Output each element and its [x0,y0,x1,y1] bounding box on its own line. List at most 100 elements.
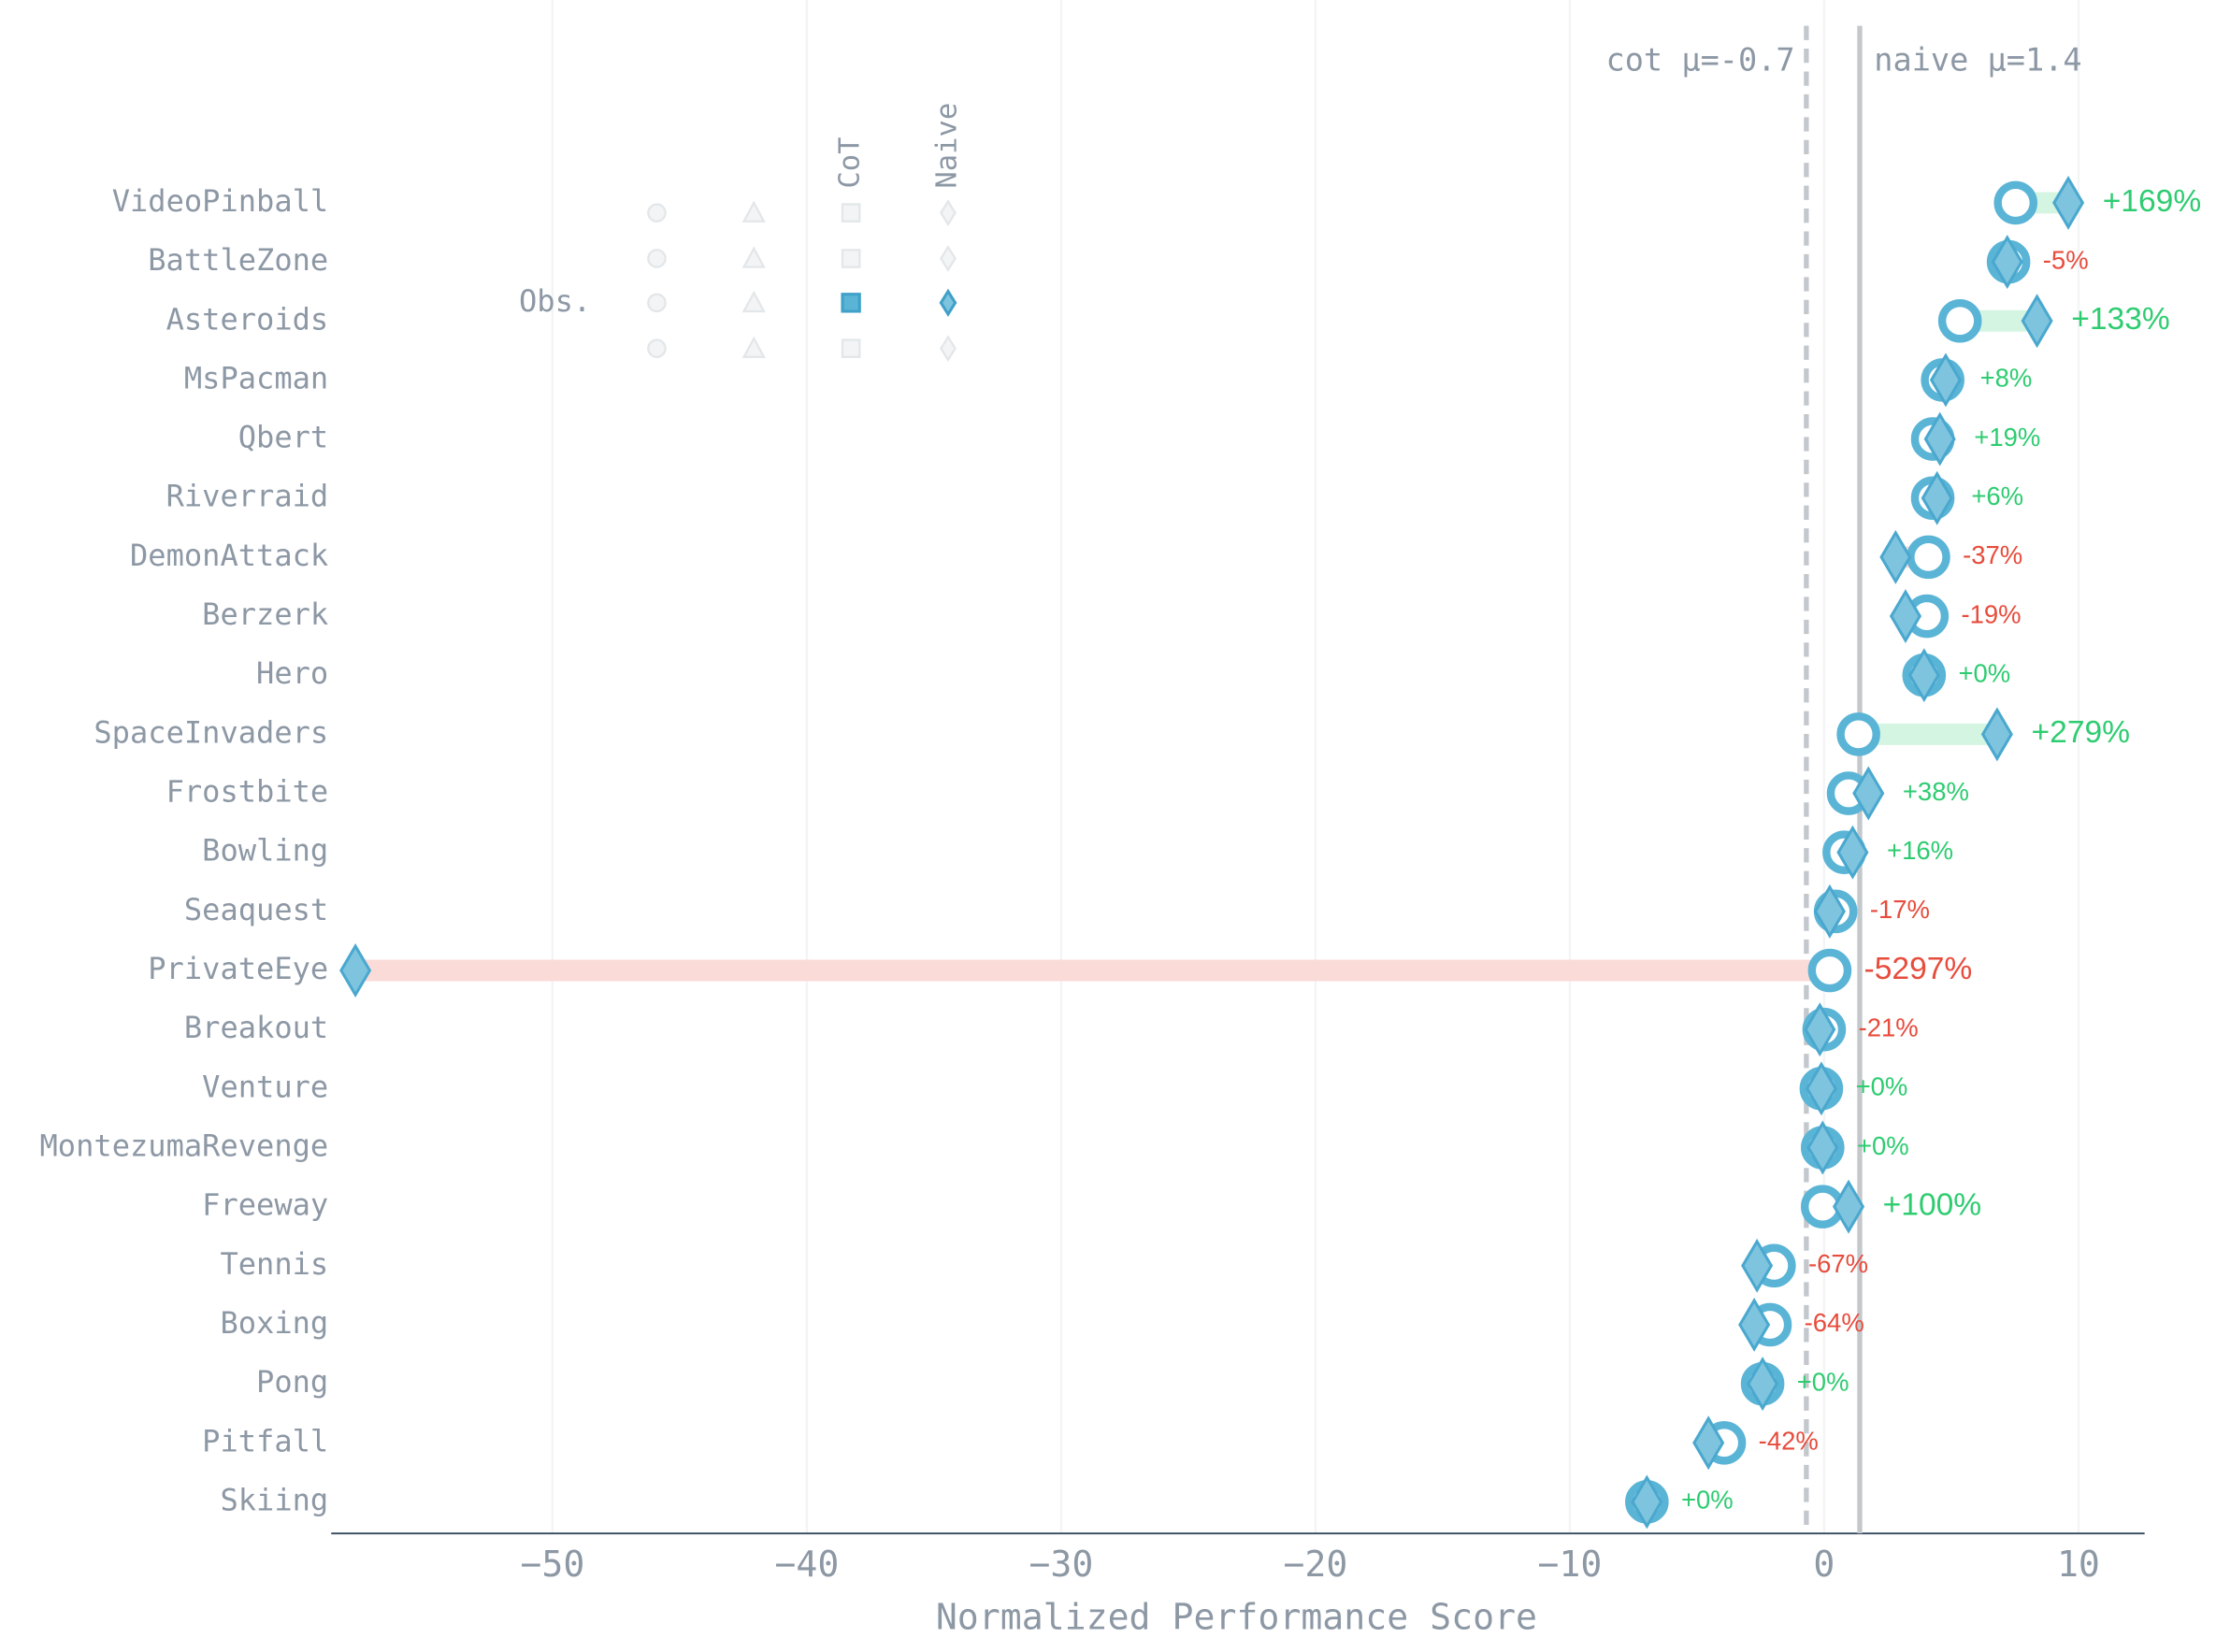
naive-marker [1923,411,1956,467]
y-tick-label: Venture [202,1069,328,1104]
y-tick-label: Tennis [220,1246,328,1282]
legend-marker [741,200,766,223]
x-tick-label: −30 [1029,1544,1093,1586]
y-tick-label: Berzerk [202,596,328,632]
y-tick-label: MontezumaRevenge [40,1128,329,1163]
legend-row-label: Obs. [519,283,591,319]
change-label: -19% [1961,599,2021,628]
x-tick-label: 0 [1813,1544,1835,1586]
naive-marker [1738,1297,1771,1352]
y-tick-label: Freeway [202,1187,328,1223]
change-label: -42% [1759,1427,1819,1456]
y-tick-label: Boxing [220,1305,328,1341]
naive-marker [1631,1474,1663,1530]
cot-marker [1993,180,2038,225]
naive-marker [1889,589,1922,644]
y-tick-label: Pong [256,1364,328,1400]
x-tick-label: −20 [1283,1544,1347,1586]
naive-marker [1806,1120,1839,1175]
y-tick-label: Bowling [202,833,328,869]
change-label: +100% [1883,1188,1982,1223]
y-tick-label: Skiing [220,1482,328,1517]
naive-marker [1804,1002,1836,1057]
legend-marker [741,246,766,268]
x-axis-label: Normalized Performance Score [936,1597,1537,1638]
cot-marker [1937,298,1982,343]
naive-marker [1836,825,1869,880]
legend-marker [741,336,766,359]
change-label: -67% [1808,1249,1868,1278]
legend-marker [939,199,957,227]
change-label: +0% [1797,1367,1849,1396]
naive-marker [1852,766,1885,821]
change-label: +0% [1958,658,2010,687]
y-tick-label: Riverraid [166,479,329,514]
change-label: +279% [2032,715,2131,750]
mean-label: cot μ=-0.7 [1605,41,1794,78]
naive-marker [1921,470,1953,525]
legend-label: CoT [834,137,867,189]
change-label: +133% [2071,302,2170,337]
change-label: -5% [2043,245,2089,274]
change-label: -37% [1963,540,2022,569]
y-tick-label: Pitfall [202,1423,328,1458]
legend-marker [647,293,667,313]
naive-marker [1805,1061,1837,1116]
change-label: +169% [2103,184,2202,219]
naive-marker [2051,175,2085,230]
change-label: +0% [1856,1072,1908,1101]
cot-marker [1836,712,1880,756]
naive-marker [1741,1238,1774,1293]
y-tick-label: Frostbite [166,774,329,810]
legend-marker [939,245,957,272]
legend-marker [647,338,667,359]
mean-label: naive μ=1.4 [1874,41,2081,78]
change-label: -64% [1805,1308,1864,1337]
y-tick-label: PrivateEye [148,951,328,986]
change-label: +16% [1887,836,1953,865]
naive-marker [1980,707,2013,762]
change-label: +8% [1980,364,2033,393]
x-tick-label: −50 [520,1544,584,1586]
cot-marker [1907,535,1950,580]
change-label: +38% [1903,777,1969,806]
y-tick-label: MsPacman [184,360,328,395]
y-tick-label: Qbert [238,420,328,455]
legend-marker [841,203,861,223]
change-label: +0% [1857,1131,1909,1160]
x-tick-label: −10 [1537,1544,1602,1586]
cot-marker [1807,948,1852,993]
y-tick-label: Seaquest [184,892,328,927]
change-label: +19% [1974,423,2040,452]
change-label: -5297% [1864,952,1973,986]
x-tick-label: 10 [2057,1544,2100,1586]
naive-marker [2021,294,2053,349]
change-label: +6% [1971,481,2023,510]
legend-marker [939,288,957,317]
change-label: +0% [1681,1486,1734,1515]
naive-marker [1907,648,1940,703]
legend-marker [647,203,667,223]
naive-marker [1747,1357,1779,1412]
change-label: -17% [1870,895,1930,924]
naive-marker [1813,883,1846,939]
y-tick-label: Hero [256,655,328,691]
y-tick-label: Asteroids [166,301,329,337]
y-tick-label: BattleZone [148,242,328,278]
y-tick-label: SpaceInvaders [94,714,328,750]
legend-marker [841,293,861,313]
change-label: -21% [1859,1013,1919,1041]
y-tick-label: Breakout [184,1010,328,1045]
y-tick-label: DemonAttack [130,538,328,573]
naive-marker [1692,1415,1725,1471]
naive-marker [1832,1179,1865,1234]
legend-marker [647,249,667,268]
legend-marker [841,249,861,268]
x-tick-label: −40 [774,1544,839,1586]
naive-marker [339,943,372,998]
legend-marker [741,290,766,313]
legend-marker [841,338,861,359]
y-tick-label: VideoPinball [112,183,329,219]
legend-marker [939,335,957,363]
